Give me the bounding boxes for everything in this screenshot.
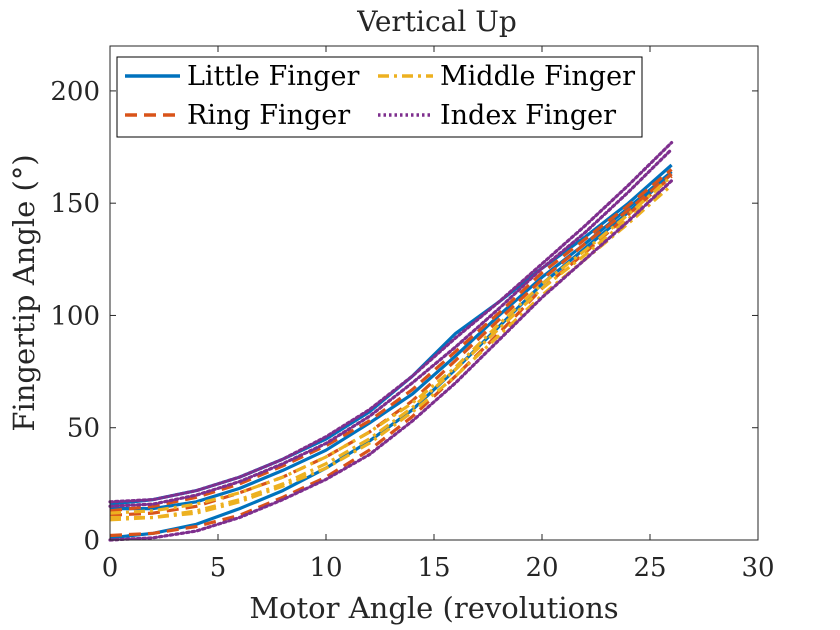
series-line-middle-finger-trial-1: [109, 175, 673, 515]
series-line-index-finger-trial-3: [108, 179, 674, 542]
y-tick-label: 50: [67, 414, 100, 444]
x-tick-label: 20: [525, 553, 558, 583]
legend: Little Finger Middle Finger Ring Finger Ind…: [116, 56, 643, 138]
x-tick-label: 0: [102, 553, 119, 583]
chart-title: Vertical Up: [356, 5, 517, 38]
legend-label-index-finger: Index Finger: [440, 100, 616, 131]
y-tick-label: 200: [50, 77, 100, 107]
series-line-little-finger-trial-3: [109, 172, 673, 540]
x-tick-label: 10: [309, 553, 342, 583]
legend-label-ring-finger: Ring Finger: [187, 100, 350, 131]
legend-label-little-finger: Little Finger: [187, 61, 359, 92]
y-axis-label: Fingertip Angle (°): [7, 154, 41, 431]
y-tick-label: 0: [83, 526, 100, 556]
x-tick-label: 15: [417, 553, 450, 583]
x-tick-label: 5: [210, 553, 227, 583]
legend-label-middle-finger: Middle Finger: [440, 61, 635, 92]
series-line-index-finger-trial-2: [108, 147, 674, 508]
series-line-little-finger-trial-1: [109, 163, 673, 506]
plot-lines: [108, 141, 674, 542]
series-line-ring-finger-trial-3: [109, 175, 673, 538]
y-tick-label: 150: [50, 189, 100, 219]
series-line-ring-finger-trial-2: [109, 172, 673, 517]
x-tick-label: 25: [633, 553, 666, 583]
legend-box: [116, 56, 643, 138]
x-tick-label: 30: [741, 553, 774, 583]
y-tick-label: 100: [50, 301, 100, 331]
ticks: 0 5 10 15 20 25 30 0 50 100 150 200: [50, 46, 775, 583]
series-line-index-finger-trial-1: [108, 141, 674, 504]
series-line-ring-finger-trial-1: [109, 168, 673, 513]
x-axis-label: Motor Angle (revolutions: [249, 591, 618, 625]
